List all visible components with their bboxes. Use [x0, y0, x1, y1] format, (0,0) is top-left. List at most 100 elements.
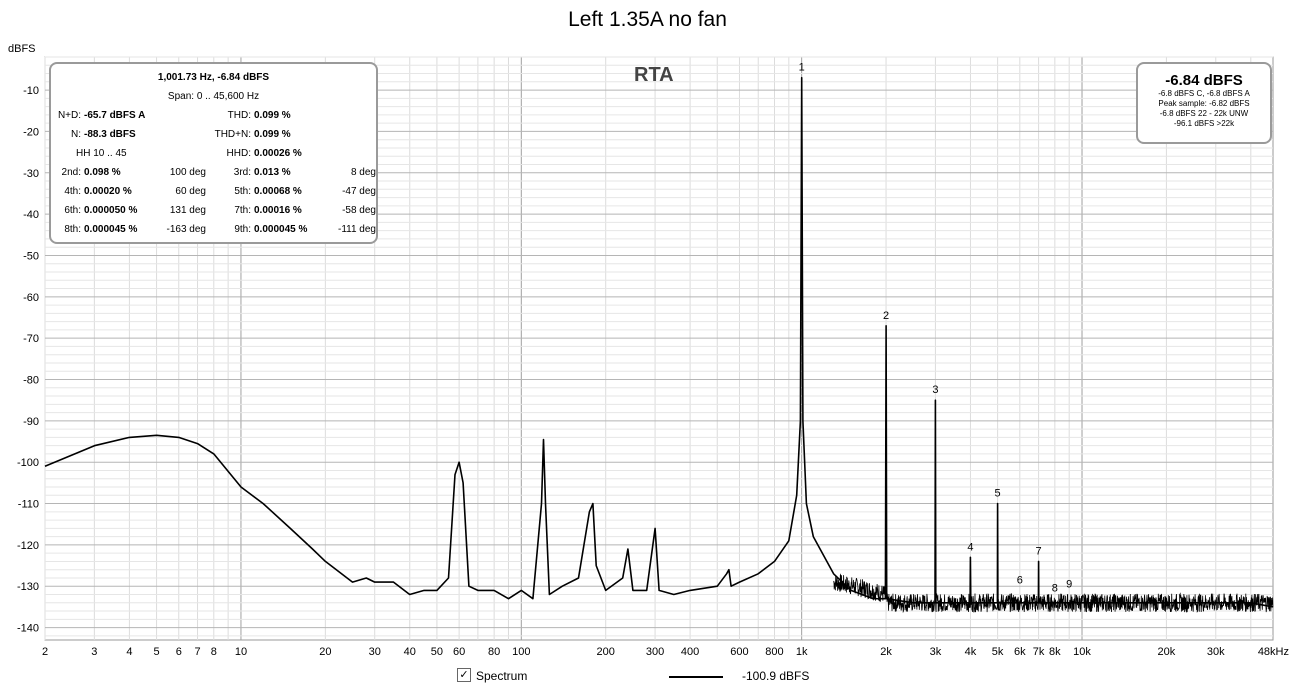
- nd-value: -65.7 dBFS A: [84, 110, 146, 121]
- thdn-label: THD+N:: [214, 129, 251, 140]
- y-tick-label: -130: [17, 581, 39, 593]
- hhd-value: 0.00026 %: [254, 148, 302, 159]
- x-tick-label: 50: [431, 646, 443, 658]
- x-tick-label: 40: [404, 646, 416, 658]
- n-label: N:: [71, 129, 81, 140]
- x-tick-labels: 2 3 4 5 6 7 8 10 20 30 40 50 60 80 100 200 300 400 600 800 1…: [42, 646, 1289, 658]
- x-tick-label: 800: [765, 646, 783, 658]
- spectrum-checkbox[interactable]: ✓: [457, 668, 471, 682]
- harmonic-value: 0.00016 %: [254, 205, 302, 216]
- level-panel: -6.84 dBFS -6.8 dBFS C, -6.8 dBFS A Peak…: [1136, 62, 1272, 144]
- distortion-stats-panel: 1,001.73 Hz, -6.84 dBFS Span: 0 .. 45,60…: [49, 62, 378, 244]
- nd-label: N+D:: [57, 110, 81, 121]
- legend-line-swatch: [669, 676, 723, 678]
- harmonic-marker-8: 8: [1052, 583, 1058, 595]
- x-tick-label: 3k: [930, 646, 942, 658]
- harmonic-value: 0.000045 %: [84, 224, 138, 235]
- x-tick-label: 20: [319, 646, 331, 658]
- x-tick-label: 8: [211, 646, 217, 658]
- y-tick-label: -20: [23, 126, 39, 138]
- harmonic-label: 8th:: [64, 224, 81, 235]
- chart-title: Left 1.35A no fan: [568, 8, 727, 31]
- harmonic-row: 2nd: 0.098 % 100 deg 3rd: 0.013 % 8 deg: [51, 163, 376, 182]
- y-tick-label: -40: [23, 209, 39, 221]
- harmonic-phase: 131 deg: [169, 205, 206, 216]
- y-tick-label: -110: [18, 499, 39, 511]
- harmonic-label: 7th:: [234, 205, 251, 216]
- span-readout: Span: 0 .. 45,600 Hz: [167, 91, 260, 102]
- y-tick-label: -100: [17, 457, 39, 469]
- y-axis-label: dBFS: [8, 43, 36, 55]
- harmonic-marker-1: 1: [799, 62, 805, 74]
- x-tick-label: 48kHz: [1258, 646, 1289, 658]
- x-tick-label: 300: [646, 646, 664, 658]
- harmonic-row: 4th: 0.00020 % 60 deg 5th: 0.00068 % -47 deg: [51, 182, 376, 201]
- x-tick-label: 6k: [1014, 646, 1026, 658]
- harmonic-row: 6th: 0.000050 % 131 deg 7th: 0.00016 % -58 de…: [51, 201, 376, 220]
- harmonic-markers: 1 2 3 4 5 6 7 8 9: [799, 62, 1073, 595]
- thdn-value: 0.099 %: [254, 129, 291, 140]
- x-tick-label: 4k: [965, 646, 977, 658]
- y-tick-labels: -10 -20 -30 -40 -50 -60 -70 -80 -90 -100 -110 -120 -…: [17, 85, 39, 635]
- series-layer: [44, 76, 1274, 614]
- x-tick-label: 7: [194, 646, 200, 658]
- x-tick-label: 100: [512, 646, 530, 658]
- x-tick-label: 1k: [796, 646, 808, 658]
- harmonic-label: 3rd:: [233, 167, 251, 178]
- x-tick-label: 3: [91, 646, 97, 658]
- harmonic-label: 6th:: [64, 205, 81, 216]
- y-tick-label: -10: [23, 85, 39, 97]
- harmonic-marker-4: 4: [967, 541, 973, 553]
- harmonic-phase: -163 deg: [166, 224, 206, 235]
- level-line-unweighted: -6.8 dBFS 22 - 22k UNW: [1159, 109, 1249, 118]
- x-tick-label: 6: [176, 646, 182, 658]
- harmonic-row: 8th: 0.000045 % -163 deg 9th: 0.000045 % -111…: [51, 220, 376, 239]
- noise-floor-texture: [833, 573, 1274, 614]
- y-tick-label: -50: [23, 250, 39, 262]
- level-line-above22k: -96.1 dBFS >22k: [1173, 119, 1235, 128]
- harmonic-marker-5: 5: [995, 488, 1001, 500]
- y-tick-label: -90: [23, 416, 39, 428]
- y-tick-label: -60: [23, 292, 39, 304]
- harmonic-phase: 100 deg: [169, 167, 206, 178]
- harmonic-value: 0.00068 %: [254, 186, 302, 197]
- x-tick-label: 10: [235, 646, 247, 658]
- harmonic-marker-2: 2: [883, 310, 889, 322]
- harmonic-value: 0.00020 %: [84, 186, 132, 197]
- harmonic-value: 0.000045 %: [254, 224, 308, 235]
- thd-label: THD:: [227, 110, 251, 121]
- harmonic-value: 0.013 %: [254, 167, 291, 178]
- legend-spectrum-label: Spectrum: [476, 669, 528, 683]
- harmonic-phase: -58 deg: [342, 205, 376, 216]
- y-tick-label: -30: [23, 168, 39, 180]
- x-tick-label: 30k: [1207, 646, 1225, 658]
- x-tick-label: 30: [369, 646, 381, 658]
- harmonic-label: 5th:: [234, 186, 251, 197]
- y-tick-label: -140: [17, 623, 39, 635]
- harmonic-marker-6: 6: [1017, 574, 1023, 586]
- legend: ✓ Spectrum -100.9 dBFS: [0, 666, 1295, 688]
- x-tick-label: 60: [453, 646, 465, 658]
- x-tick-label: 8k: [1049, 646, 1061, 658]
- cursor-readout: 1,001.73 Hz, -6.84 dBFS: [157, 72, 270, 83]
- harmonic-marker-3: 3: [932, 384, 938, 396]
- harmonic-label: 2nd:: [61, 167, 81, 178]
- x-tick-label: 5: [154, 646, 160, 658]
- level-main-readout: -6.84 dBFS: [1165, 72, 1243, 89]
- x-tick-label: 600: [730, 646, 748, 658]
- x-tick-label: 2: [42, 646, 48, 658]
- harmonic-marker-9: 9: [1066, 579, 1072, 591]
- harmonic-value: 0.000050 %: [84, 205, 138, 216]
- harmonic-label: 9th:: [234, 224, 251, 235]
- y-tick-label: -120: [17, 540, 39, 552]
- harmonic-phase: -111 deg: [338, 224, 376, 235]
- rta-annotation: RTA: [634, 64, 674, 86]
- x-tick-label: 400: [681, 646, 699, 658]
- hhd-label: HHD:: [226, 148, 251, 159]
- x-tick-label: 4: [126, 646, 132, 658]
- level-line-weighted: -6.8 dBFS C, -6.8 dBFS A: [1158, 89, 1250, 98]
- n-value: -88.3 dBFS: [84, 129, 136, 140]
- y-tick-label: -80: [23, 375, 39, 387]
- level-line-peak: Peak sample: -6.82 dBFS: [1158, 99, 1250, 108]
- harmonic-marker-7: 7: [1036, 545, 1042, 557]
